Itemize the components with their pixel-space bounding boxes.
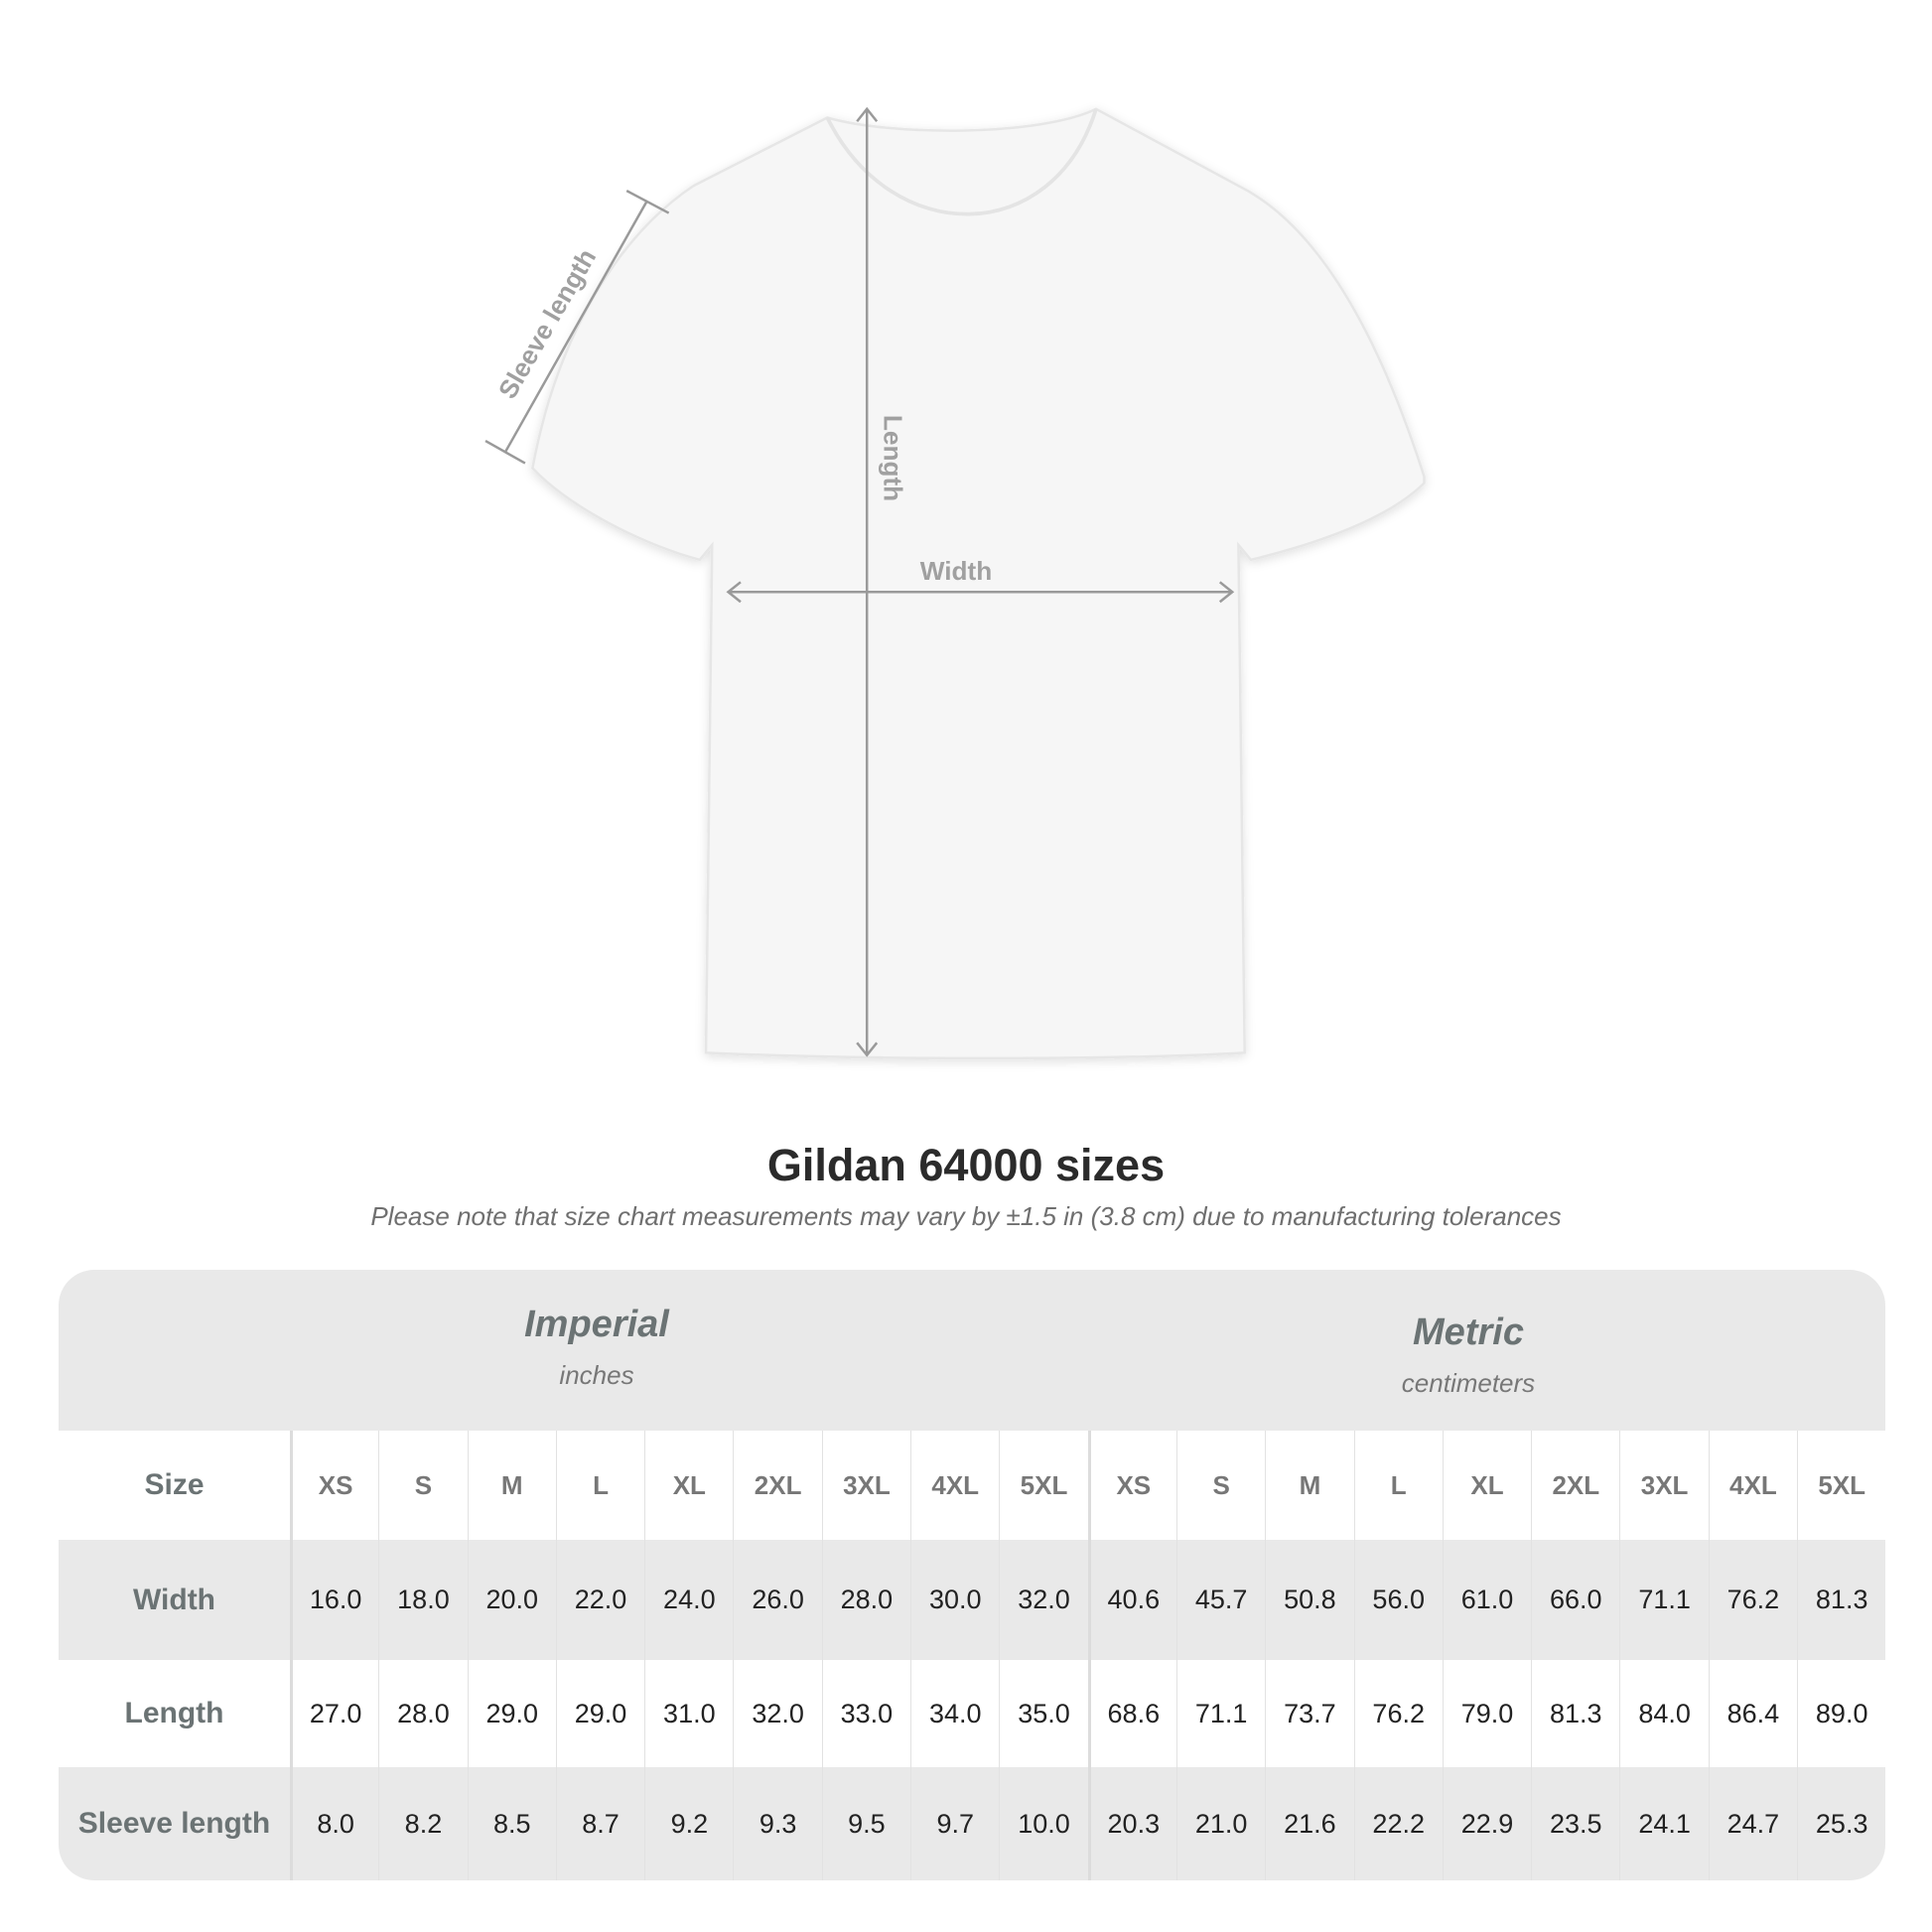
- table-cell: 34.0: [910, 1660, 999, 1767]
- size-header-cell: 3XL: [1619, 1431, 1708, 1540]
- size-header-cell: 4XL: [910, 1431, 999, 1540]
- metric-header: Metric centimeters: [1401, 1311, 1536, 1398]
- size-header-cell: 5XL: [1797, 1431, 1885, 1540]
- page-title: Gildan 64000 sizes: [766, 1140, 1166, 1190]
- table-cell: 9.7: [910, 1767, 999, 1880]
- table-row: Width 16.0 18.0 20.0 22.0 24.0 26.0 28.0 30.0 32.…: [59, 1540, 1885, 1660]
- size-header-cell: 4XL: [1708, 1431, 1797, 1540]
- table-cell: 22.9: [1442, 1767, 1531, 1880]
- table-cell: 28.0: [378, 1660, 467, 1767]
- size-header-cell: L: [1353, 1431, 1443, 1540]
- table-row: Length 27.0 28.0 29.0 29.0 31.0 32.0 33.0 34.0 35…: [59, 1660, 1885, 1767]
- size-header-cell: XL: [644, 1431, 733, 1540]
- table-cell: 24.7: [1708, 1767, 1797, 1880]
- table-cell: 29.0: [467, 1660, 556, 1767]
- size-header-cell: 5XL: [999, 1431, 1087, 1540]
- table-cell: 66.0: [1531, 1540, 1619, 1660]
- length-label: Length: [879, 415, 908, 501]
- size-header-cell: XS: [1087, 1431, 1176, 1540]
- table-cell: 84.0: [1619, 1660, 1708, 1767]
- table-cell: 8.2: [378, 1767, 467, 1880]
- row-label: Sleeve length: [77, 1807, 271, 1840]
- table-cell: 26.0: [733, 1540, 821, 1660]
- row-label: Length: [124, 1697, 224, 1729]
- table-cell: 22.0: [555, 1540, 644, 1660]
- table-cell: 8.0: [290, 1767, 378, 1880]
- measure-arrows: [484, 106, 1235, 1057]
- table-row: Sleeve length 8.0 8.2 8.5 8.7 9.2 9.3 9.5 9.7 10.…: [59, 1767, 1885, 1880]
- table-cell: 76.2: [1708, 1540, 1797, 1660]
- table-cell: 24.0: [644, 1540, 733, 1660]
- table-cell: 76.2: [1353, 1660, 1443, 1767]
- table-cell: 33.0: [821, 1660, 910, 1767]
- table-cell: 81.3: [1797, 1540, 1885, 1660]
- size-header-cell: S: [378, 1431, 467, 1540]
- row-label: Size: [144, 1468, 205, 1501]
- table-cell: 89.0: [1797, 1660, 1885, 1767]
- size-header-cell: 2XL: [733, 1431, 821, 1540]
- table-cell: 45.7: [1175, 1540, 1265, 1660]
- table-cell: 81.3: [1531, 1660, 1619, 1767]
- tshirt-shape: [531, 107, 1426, 1060]
- width-label: Width: [920, 556, 992, 586]
- table-cell: 32.0: [733, 1660, 821, 1767]
- table-cell: 40.6: [1087, 1540, 1176, 1660]
- table-cell: 23.5: [1531, 1767, 1619, 1880]
- size-header-cell: XL: [1442, 1431, 1531, 1540]
- table-cell: 27.0: [290, 1660, 378, 1767]
- table-cell: 21.6: [1265, 1767, 1353, 1880]
- table-cell: 79.0: [1442, 1660, 1531, 1767]
- table-cell: 30.0: [910, 1540, 999, 1660]
- table-cell: 21.0: [1175, 1767, 1265, 1880]
- table-cell: 8.5: [467, 1767, 556, 1880]
- table-cell: 32.0: [999, 1540, 1087, 1660]
- table-cell: 9.5: [821, 1767, 910, 1880]
- table-cell: 24.1: [1619, 1767, 1708, 1880]
- table-cell: 25.3: [1797, 1767, 1885, 1880]
- table-cell: 28.0: [821, 1540, 910, 1660]
- table-cell: 68.6: [1087, 1660, 1176, 1767]
- size-header-cell: M: [467, 1431, 556, 1540]
- table-cell: 71.1: [1175, 1660, 1265, 1767]
- table-cell: 16.0: [290, 1540, 378, 1660]
- table-cell: 29.0: [555, 1660, 644, 1767]
- imperial-header: Imperial inches: [524, 1304, 669, 1390]
- size-header-row: Size XS S M L XL 2XL 3XL 4XL 5XL XS S M L XL 2XL 3XL 4XL 5…: [59, 1431, 1885, 1540]
- size-table: Imperial inches Metric centimeters Size X…: [59, 1270, 1885, 1880]
- table-cell: 71.1: [1619, 1540, 1708, 1660]
- table-cell: 61.0: [1442, 1540, 1531, 1660]
- table-cell: 9.3: [733, 1767, 821, 1880]
- size-header-cell: XS: [290, 1431, 378, 1540]
- table-cell: 18.0: [378, 1540, 467, 1660]
- table-cell: 22.2: [1353, 1767, 1443, 1880]
- tolerance-note: Please note that size chart measurements…: [370, 1201, 1562, 1231]
- size-header-cell: 2XL: [1531, 1431, 1619, 1540]
- table-cell: 10.0: [999, 1767, 1087, 1880]
- row-label: Width: [132, 1583, 216, 1616]
- table-cell: 35.0: [999, 1660, 1087, 1767]
- size-header-cell: M: [1265, 1431, 1353, 1540]
- table-cell: 9.2: [644, 1767, 733, 1880]
- table-cell: 56.0: [1353, 1540, 1443, 1660]
- table-cell: 31.0: [644, 1660, 733, 1767]
- table-cell: 8.7: [555, 1767, 644, 1880]
- size-header-cell: 3XL: [821, 1431, 910, 1540]
- size-header-cell: S: [1175, 1431, 1265, 1540]
- size-header-cell: L: [555, 1431, 644, 1540]
- table-cell: 73.7: [1265, 1660, 1353, 1767]
- table-cell: 50.8: [1265, 1540, 1353, 1660]
- table-cell: 20.0: [467, 1540, 556, 1660]
- table-cell: 20.3: [1087, 1767, 1176, 1880]
- table-cell: 86.4: [1708, 1660, 1797, 1767]
